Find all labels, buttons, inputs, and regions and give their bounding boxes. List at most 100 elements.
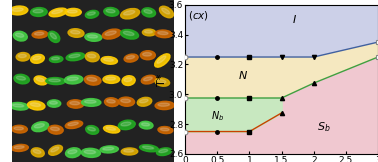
Ellipse shape — [104, 58, 113, 61]
Ellipse shape — [124, 149, 133, 152]
Ellipse shape — [84, 150, 96, 154]
Ellipse shape — [139, 99, 148, 103]
Ellipse shape — [123, 31, 134, 35]
Ellipse shape — [124, 54, 138, 62]
Ellipse shape — [30, 103, 40, 106]
Ellipse shape — [88, 127, 95, 131]
Ellipse shape — [68, 122, 78, 126]
Ellipse shape — [100, 146, 118, 153]
Ellipse shape — [87, 12, 95, 15]
Ellipse shape — [155, 101, 174, 110]
Ellipse shape — [50, 33, 56, 39]
Ellipse shape — [12, 144, 28, 151]
Text: $S_b$: $S_b$ — [316, 120, 330, 134]
Ellipse shape — [16, 76, 26, 80]
Ellipse shape — [33, 150, 41, 154]
Ellipse shape — [65, 75, 83, 84]
Ellipse shape — [155, 54, 170, 67]
Ellipse shape — [121, 9, 139, 19]
Ellipse shape — [124, 11, 135, 15]
Ellipse shape — [160, 128, 169, 131]
Ellipse shape — [65, 148, 81, 158]
Ellipse shape — [118, 97, 135, 106]
Ellipse shape — [70, 30, 80, 34]
Ellipse shape — [13, 31, 27, 41]
Ellipse shape — [51, 147, 59, 152]
Ellipse shape — [15, 33, 24, 37]
Ellipse shape — [121, 122, 131, 126]
Ellipse shape — [68, 29, 84, 37]
Ellipse shape — [32, 122, 49, 132]
Ellipse shape — [124, 78, 132, 82]
Ellipse shape — [122, 76, 135, 86]
Ellipse shape — [34, 32, 44, 35]
Ellipse shape — [156, 148, 172, 156]
Ellipse shape — [121, 148, 138, 155]
Ellipse shape — [65, 121, 83, 129]
Ellipse shape — [81, 148, 101, 157]
Ellipse shape — [31, 8, 47, 16]
Ellipse shape — [121, 29, 139, 39]
Ellipse shape — [144, 10, 152, 13]
Ellipse shape — [51, 57, 60, 60]
Ellipse shape — [139, 145, 158, 152]
Ellipse shape — [118, 120, 135, 130]
Ellipse shape — [14, 127, 23, 130]
Ellipse shape — [85, 33, 102, 41]
Ellipse shape — [159, 149, 168, 153]
Ellipse shape — [141, 75, 156, 84]
Ellipse shape — [50, 127, 59, 131]
Ellipse shape — [65, 8, 81, 16]
Ellipse shape — [46, 78, 65, 85]
Ellipse shape — [141, 123, 150, 126]
Ellipse shape — [121, 99, 130, 103]
Ellipse shape — [158, 32, 168, 35]
Ellipse shape — [32, 31, 48, 38]
Ellipse shape — [31, 54, 44, 63]
Ellipse shape — [157, 56, 166, 63]
Ellipse shape — [68, 150, 77, 154]
Ellipse shape — [144, 30, 152, 33]
Ellipse shape — [144, 77, 152, 81]
Ellipse shape — [31, 148, 44, 157]
Text: I: I — [293, 15, 296, 25]
Ellipse shape — [105, 77, 116, 80]
Ellipse shape — [16, 52, 30, 61]
Ellipse shape — [33, 9, 43, 13]
Ellipse shape — [48, 125, 63, 134]
Ellipse shape — [49, 79, 60, 82]
Ellipse shape — [33, 56, 41, 60]
Ellipse shape — [12, 125, 27, 133]
Ellipse shape — [158, 103, 169, 106]
Ellipse shape — [14, 146, 24, 149]
Ellipse shape — [84, 100, 96, 103]
Ellipse shape — [158, 127, 173, 134]
Ellipse shape — [66, 53, 85, 61]
Ellipse shape — [139, 121, 153, 129]
Ellipse shape — [18, 54, 26, 58]
Ellipse shape — [157, 80, 166, 83]
Ellipse shape — [12, 104, 24, 107]
Ellipse shape — [155, 78, 170, 86]
Ellipse shape — [142, 8, 156, 17]
Ellipse shape — [104, 98, 119, 107]
Ellipse shape — [67, 100, 84, 108]
Ellipse shape — [103, 147, 114, 150]
Ellipse shape — [102, 29, 121, 39]
Ellipse shape — [50, 56, 63, 63]
Ellipse shape — [14, 74, 29, 84]
Ellipse shape — [87, 77, 97, 81]
Ellipse shape — [104, 126, 120, 133]
Ellipse shape — [140, 51, 155, 60]
Ellipse shape — [9, 6, 28, 15]
Ellipse shape — [107, 99, 115, 103]
Text: N: N — [239, 71, 247, 81]
Ellipse shape — [36, 78, 44, 81]
Ellipse shape — [34, 76, 47, 85]
Ellipse shape — [103, 75, 120, 83]
Ellipse shape — [28, 101, 45, 110]
Ellipse shape — [85, 10, 99, 18]
Text: $N_b$: $N_b$ — [211, 109, 224, 123]
Ellipse shape — [70, 101, 80, 105]
Ellipse shape — [101, 57, 118, 64]
